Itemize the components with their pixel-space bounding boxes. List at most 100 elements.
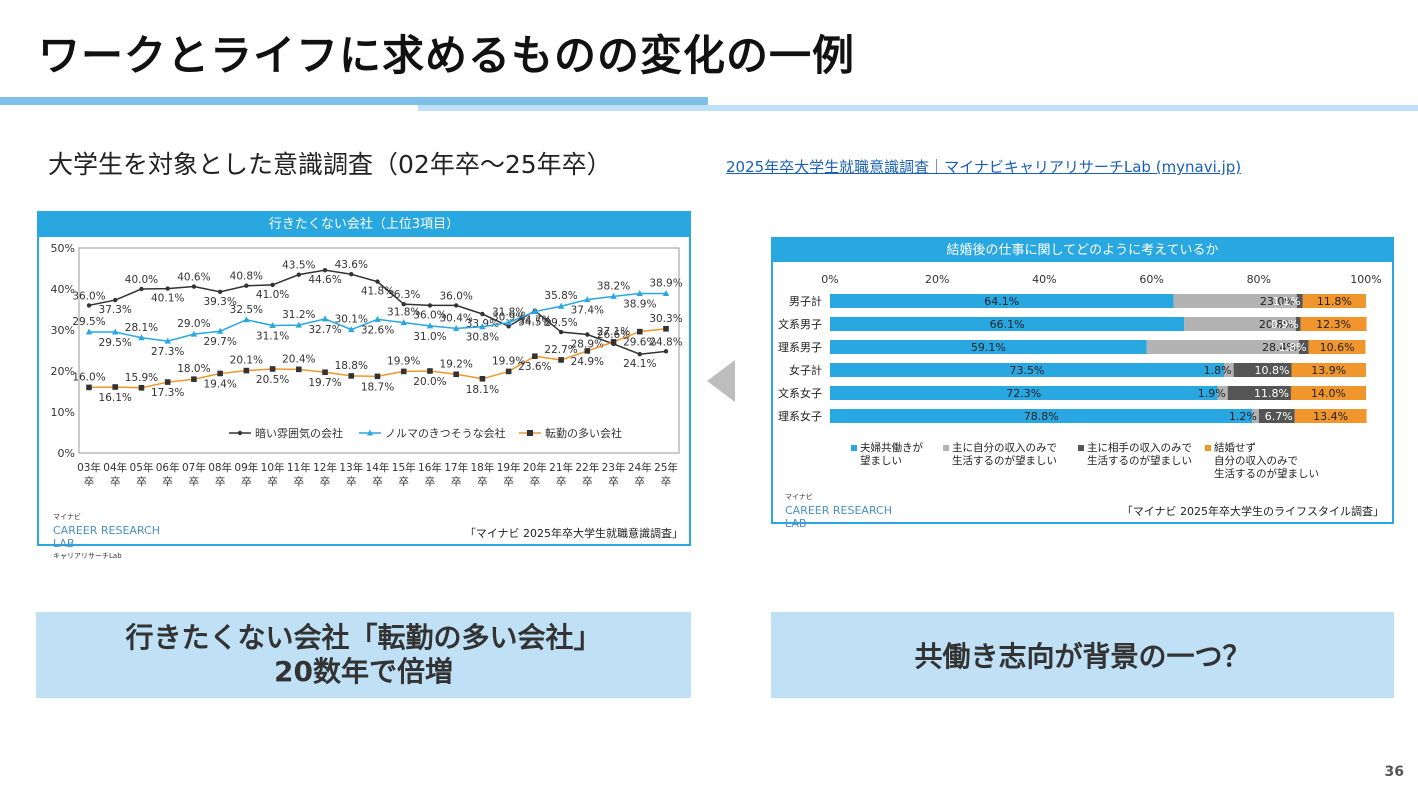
data-point bbox=[558, 329, 564, 335]
data-point bbox=[322, 267, 328, 273]
data-label: 31.8% bbox=[492, 307, 525, 319]
data-point bbox=[190, 330, 198, 337]
data-label: 37.4% bbox=[571, 305, 604, 317]
x-tick-label: 17年 bbox=[444, 461, 468, 474]
data-label: 30.8% bbox=[466, 332, 499, 344]
x-tick-label: 07年 bbox=[182, 461, 206, 474]
data-point bbox=[400, 368, 407, 375]
data-point bbox=[374, 315, 381, 322]
data-label: 19.2% bbox=[440, 358, 473, 370]
plot-area-frame bbox=[78, 247, 680, 454]
data-point bbox=[427, 368, 433, 374]
data-point bbox=[85, 328, 93, 335]
data-label: 30.3% bbox=[649, 313, 682, 325]
data-point bbox=[584, 348, 591, 354]
data-point bbox=[321, 315, 329, 322]
x-tick-label: 20年 bbox=[523, 461, 547, 474]
bar-segment bbox=[830, 409, 1253, 423]
data-label: 37.3% bbox=[99, 304, 132, 316]
y-tick-label: 40% bbox=[51, 283, 75, 296]
data-point bbox=[637, 351, 642, 357]
x-tick-label: 100% bbox=[1350, 273, 1381, 286]
bar-segment bbox=[1184, 317, 1296, 331]
x-tick-label: 14年 bbox=[366, 461, 390, 474]
bar-value-label: 64.1% bbox=[984, 295, 1019, 308]
x-tick-label: 22年 bbox=[575, 461, 599, 474]
bar-value-label: 6.7% bbox=[1265, 410, 1293, 423]
data-label: 29.5% bbox=[99, 337, 132, 349]
x-tick-label: 60% bbox=[1139, 273, 1163, 286]
legend-marker bbox=[527, 430, 533, 436]
data-point bbox=[636, 328, 643, 335]
x-tick-label-suffix: 卒 bbox=[530, 475, 541, 488]
bar-segment bbox=[1258, 409, 1295, 423]
data-point bbox=[557, 302, 565, 309]
data-label: 39.3% bbox=[203, 296, 236, 308]
data-label: 40.1% bbox=[151, 293, 184, 305]
data-point bbox=[191, 284, 197, 289]
x-tick-label: 09年 bbox=[234, 461, 258, 474]
x-tick-label: 21年 bbox=[549, 461, 573, 474]
source-link[interactable]: 2025年卒大学生就職意識調査｜マイナビキャリアリサーチLab (mynavi.… bbox=[726, 158, 1242, 176]
slide-title: ワークとライフに求めるものの変化の一例 bbox=[38, 31, 856, 80]
legend-label: 自分の収入のみで bbox=[1214, 454, 1298, 467]
data-label: 29.0% bbox=[177, 318, 210, 330]
bar-value-label: 1.8% bbox=[1204, 364, 1232, 377]
data-point bbox=[349, 272, 354, 277]
title-underline-bar-light bbox=[418, 105, 1418, 111]
bar-value-label: 66.1% bbox=[990, 318, 1025, 331]
legend-marker bbox=[237, 430, 243, 436]
x-tick-label: 16年 bbox=[418, 461, 442, 474]
x-tick-label: 06年 bbox=[156, 461, 180, 474]
category-label: 女子計 bbox=[789, 363, 822, 377]
data-label: 29.7% bbox=[203, 336, 236, 348]
y-tick-label: 50% bbox=[51, 242, 75, 255]
slide-subtitle: 大学生を対象とした意識調査（02年卒〜25年卒） bbox=[48, 150, 612, 179]
data-point bbox=[216, 327, 224, 334]
legend-label: 生活するのが望ましい bbox=[1087, 454, 1192, 467]
logo-tagline: キャリアリサーチLab bbox=[53, 552, 122, 560]
bar-value-label: 10.8% bbox=[1255, 364, 1290, 377]
data-label: 35.8% bbox=[544, 290, 577, 302]
bar-value-label: 13.4% bbox=[1313, 410, 1348, 423]
x-tick-label-suffix: 卒 bbox=[398, 475, 409, 488]
data-point bbox=[375, 279, 380, 284]
x-tick-label: 05年 bbox=[130, 461, 154, 474]
x-tick-label-suffix: 卒 bbox=[608, 475, 619, 488]
bar-segment bbox=[1308, 340, 1366, 354]
bar-segment bbox=[1291, 363, 1366, 377]
x-tick-label: 24年 bbox=[628, 461, 652, 474]
legend-label: 主に相手の収入のみで bbox=[1087, 441, 1192, 454]
line-chart-panel: 行きたくない会社（上位3項目） 0% 10% 20% 30% 40% 50% 03年卒 04年… bbox=[37, 211, 691, 560]
x-tick-label-suffix: 卒 bbox=[635, 475, 646, 488]
bar-segment bbox=[830, 294, 1174, 308]
callout-left-line2: 20数年で倍増 bbox=[274, 655, 453, 688]
x-tick-label-suffix: 卒 bbox=[241, 475, 252, 488]
data-point bbox=[243, 316, 250, 323]
data-label: 27.1% bbox=[597, 326, 630, 338]
logo-brand: マイナビ bbox=[53, 513, 81, 521]
data-point bbox=[86, 303, 92, 308]
data-label: 24.9% bbox=[571, 356, 604, 368]
x-tick-label: 0% bbox=[821, 273, 838, 286]
data-point bbox=[374, 373, 381, 380]
y-tick-label: 30% bbox=[51, 324, 75, 337]
data-label: 40.6% bbox=[177, 272, 210, 284]
page-number: 36 bbox=[1384, 764, 1404, 780]
bar-segment bbox=[830, 317, 1185, 331]
bar-value-label: 1.8% bbox=[1279, 341, 1307, 354]
data-label: 34.7% bbox=[518, 315, 551, 327]
data-label: 30.4% bbox=[440, 312, 473, 324]
bar-value-label: 1.1% bbox=[1273, 295, 1301, 308]
x-tick-label-suffix: 卒 bbox=[110, 475, 121, 488]
category-label: 文系女子 bbox=[778, 386, 822, 400]
x-tick-label: 04年 bbox=[103, 461, 127, 474]
data-label: 31.0% bbox=[413, 331, 446, 343]
data-label: 36.0% bbox=[413, 309, 446, 321]
data-point bbox=[479, 323, 486, 330]
bar-segment bbox=[1217, 386, 1228, 400]
data-label: 43.5% bbox=[282, 260, 315, 272]
bar-segment bbox=[1252, 409, 1259, 423]
callout-right: 共働き志向が背景の一つ？ bbox=[771, 612, 1394, 698]
data-label: 20.1% bbox=[230, 355, 263, 367]
